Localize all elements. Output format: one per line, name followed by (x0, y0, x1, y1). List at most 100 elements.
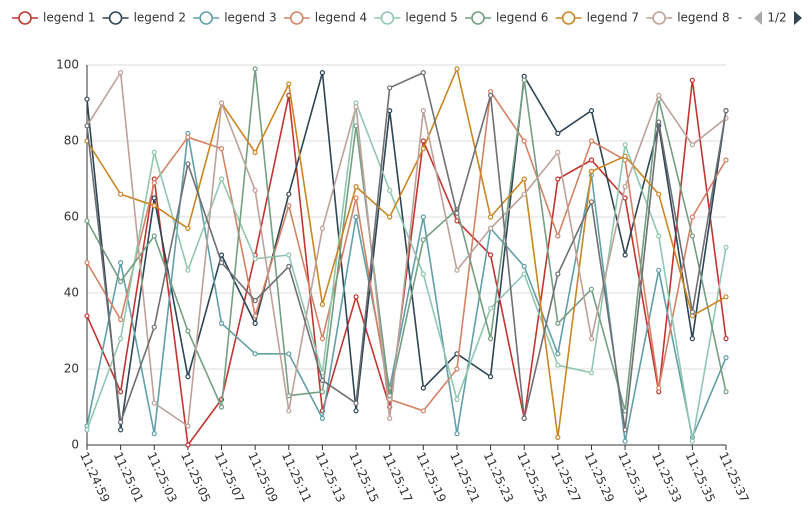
point (521, 176, 527, 182)
point (387, 393, 393, 399)
point (151, 233, 157, 239)
point (286, 351, 292, 357)
point (218, 320, 225, 326)
legend-symbol (561, 11, 576, 25)
point (286, 191, 292, 197)
point (151, 180, 157, 186)
point (656, 191, 662, 197)
point (151, 149, 157, 155)
point (555, 130, 561, 136)
series-line (86, 68, 727, 412)
point (185, 423, 191, 429)
legend-prev[interactable] (754, 11, 762, 25)
point (118, 389, 124, 395)
series-line (86, 72, 727, 430)
point (353, 184, 359, 190)
point (353, 104, 359, 110)
point (286, 252, 292, 258)
point (252, 313, 258, 319)
point (656, 267, 662, 273)
point (487, 374, 494, 380)
point (588, 370, 595, 376)
point (555, 176, 561, 182)
point (454, 431, 460, 437)
point (319, 225, 326, 231)
point (319, 415, 326, 421)
point (487, 214, 494, 220)
point (387, 107, 393, 114)
legend: legend 1 legend 2 legend 3 legend 4 legend 5… (12, 11, 730, 25)
point (555, 362, 561, 368)
point (118, 279, 124, 285)
point (723, 107, 729, 114)
point (387, 415, 393, 421)
point (387, 214, 393, 220)
point (622, 252, 628, 258)
x-tick-label: 11:25:37 (716, 450, 751, 505)
point (353, 408, 359, 414)
point (319, 377, 326, 383)
point (656, 233, 662, 239)
x-tick-label: 11:25:33 (649, 450, 684, 505)
point (319, 336, 326, 342)
point (185, 134, 191, 140)
y-tick-label: 0 (71, 438, 79, 452)
point (555, 434, 561, 440)
point (118, 191, 124, 197)
legend-symbol (108, 11, 123, 25)
x-tick-label: 11:25:09 (245, 450, 280, 505)
point (487, 305, 494, 311)
x-tick-label: 11:25:03 (144, 450, 179, 505)
legend-label: legend 6 (496, 11, 548, 25)
legend-page: 1/2 (767, 11, 786, 25)
y-tick-label: 100 (56, 58, 79, 72)
point (218, 260, 225, 266)
point (252, 66, 258, 72)
point (420, 271, 426, 277)
x-tick-label: 11:25:27 (548, 450, 583, 505)
x-tick-label: 11:25:17 (380, 450, 415, 505)
point (118, 317, 124, 323)
point (84, 260, 90, 266)
legend-label: legend 5 (405, 11, 457, 25)
legend-symbol (471, 11, 485, 25)
point (252, 149, 258, 155)
point (521, 271, 527, 277)
x-tick-label: 11:25:01 (111, 450, 146, 505)
point (588, 157, 595, 163)
point (689, 233, 695, 239)
point (252, 187, 258, 193)
point (420, 214, 426, 220)
point (218, 146, 225, 152)
point (588, 168, 595, 174)
legend-label: legend 3 (224, 11, 276, 25)
point (454, 396, 460, 402)
x-tick-label: 11:25:19 (413, 450, 448, 505)
x-tick-label: 11:25:05 (178, 450, 213, 505)
point (487, 336, 494, 342)
point (420, 107, 426, 114)
legend-next[interactable] (794, 11, 802, 25)
legend-symbol (289, 11, 304, 25)
point (118, 260, 124, 266)
point (353, 214, 359, 220)
point (286, 263, 292, 269)
point (420, 237, 426, 243)
point (555, 149, 561, 155)
point (84, 427, 90, 433)
point (689, 336, 695, 342)
point (656, 385, 662, 391)
point (723, 355, 729, 361)
point (588, 199, 595, 205)
point (588, 336, 595, 342)
point (252, 298, 258, 304)
legend-label: legend 2 (134, 11, 186, 25)
legend-symbol (380, 11, 395, 25)
point (521, 191, 527, 197)
legend-label: legend 4 (315, 11, 367, 25)
point (218, 404, 225, 410)
point (454, 267, 460, 273)
point (387, 85, 393, 91)
point (487, 92, 494, 99)
point (521, 138, 527, 144)
